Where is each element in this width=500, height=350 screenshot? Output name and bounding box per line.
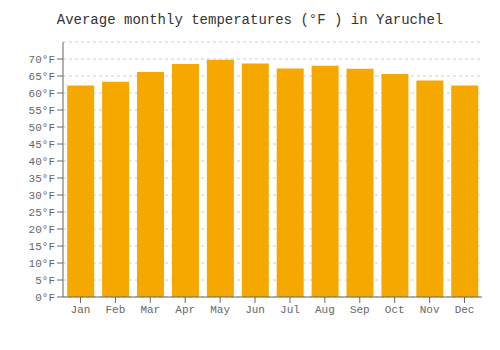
svg-text:Mar: Mar [140, 304, 160, 316]
svg-text:35°F: 35°F [29, 173, 55, 185]
svg-text:May: May [210, 304, 230, 316]
svg-text:Feb: Feb [105, 304, 125, 316]
svg-text:5°F: 5°F [35, 275, 55, 287]
svg-text:Jan: Jan [71, 304, 91, 316]
svg-text:65°F: 65°F [29, 71, 55, 83]
svg-text:25°F: 25°F [29, 207, 55, 219]
svg-text:Jul: Jul [280, 304, 300, 316]
svg-text:Dec: Dec [455, 304, 475, 316]
svg-text:10°F: 10°F [29, 258, 55, 270]
svg-text:50°F: 50°F [29, 122, 55, 134]
svg-text:Oct: Oct [385, 304, 405, 316]
svg-text:Aug: Aug [315, 304, 335, 316]
svg-text:60°F: 60°F [29, 88, 55, 100]
svg-text:15°F: 15°F [29, 241, 55, 253]
svg-text:45°F: 45°F [29, 139, 55, 151]
svg-text:0°F: 0°F [35, 292, 55, 304]
svg-text:55°F: 55°F [29, 105, 55, 117]
svg-text:Sep: Sep [350, 304, 370, 316]
html-text:Average monthly temperatures (: Average monthly temperatures (°F ) in Ya… [56, 12, 444, 28]
svg-text:Jun: Jun [245, 304, 265, 316]
svg-text:40°F: 40°F [29, 156, 55, 168]
svg-text:Apr: Apr [175, 304, 195, 316]
svg-text:30°F: 30°F [29, 190, 55, 202]
svg-text:Nov: Nov [420, 304, 440, 316]
svg-text:70°F: 70°F [29, 54, 55, 66]
svg-text:20°F: 20°F [29, 224, 55, 236]
